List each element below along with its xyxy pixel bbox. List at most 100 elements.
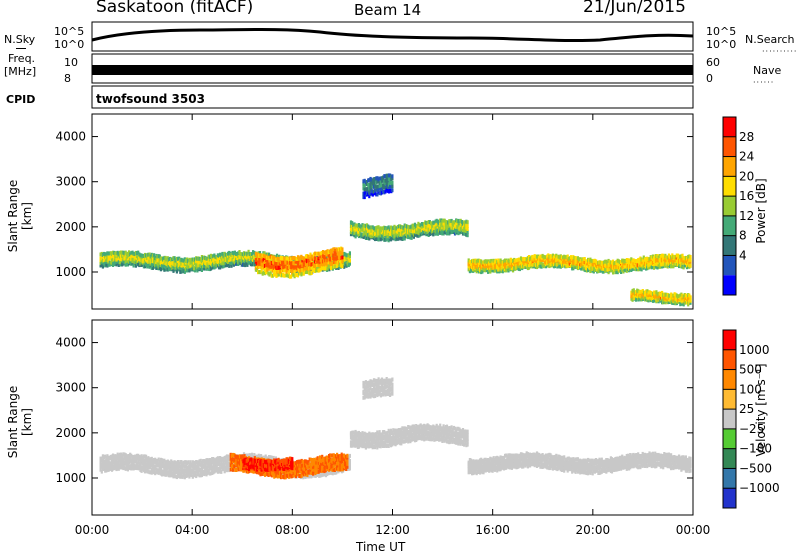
scatter-cell — [584, 259, 587, 264]
scatter-cell — [419, 223, 422, 228]
scatter-cell — [154, 460, 157, 465]
scatter-cell — [219, 252, 222, 257]
scatter-cell — [687, 293, 690, 297]
scatter-cell — [117, 466, 120, 471]
scatter-cell — [115, 463, 118, 467]
scatter-cell — [150, 265, 153, 270]
scatter-cell — [480, 267, 483, 272]
scatter-cell — [165, 469, 168, 474]
scatter-cell — [590, 266, 593, 271]
scatter-cell — [277, 269, 280, 274]
scatter-cell — [584, 261, 587, 266]
scatter-cell — [259, 261, 262, 266]
scatter-cell — [590, 261, 593, 266]
scatter-cell — [187, 259, 190, 263]
scatter-cell — [198, 263, 201, 267]
scatter-cell — [331, 453, 334, 458]
scatter-cell — [523, 257, 526, 262]
scatter-cell — [649, 262, 652, 267]
scatter-cell — [271, 263, 274, 268]
scatter-cell — [616, 258, 619, 263]
scatter-cell — [189, 471, 192, 476]
scatter-cell — [687, 261, 690, 266]
scatter-cell — [616, 270, 619, 275]
scatter-cell — [435, 221, 438, 226]
scatter-cell — [581, 260, 584, 265]
scatter-cell — [651, 254, 654, 259]
scatter-cell — [199, 458, 202, 463]
scatter-cell — [263, 251, 266, 256]
scatter-cell — [123, 452, 126, 457]
scatter-cell — [200, 255, 203, 259]
scatter-cell — [392, 230, 395, 235]
scatter-cell — [138, 464, 141, 469]
scatter-cell — [510, 258, 513, 263]
scatter-cell — [204, 256, 207, 261]
scatter-cell — [115, 262, 118, 267]
scatter-cell — [133, 459, 136, 464]
scatter-cell — [380, 187, 384, 192]
scatter-cell — [453, 223, 457, 228]
scatter-cell — [219, 462, 222, 467]
scatter-cell — [204, 261, 207, 265]
scatter-cell — [466, 233, 469, 238]
scatter-cell — [563, 262, 566, 267]
scatter-cell — [113, 253, 116, 258]
scatter-cell — [550, 262, 553, 267]
scatter-cell — [213, 464, 216, 469]
scatter-cell — [684, 296, 687, 300]
scatter-cell — [159, 462, 162, 467]
freq-tick-bottom: 8 — [64, 72, 71, 85]
scatter-cell — [490, 258, 493, 263]
scatter-cell — [646, 266, 649, 271]
scatter-cell — [279, 260, 282, 264]
scatter-cell — [498, 263, 501, 268]
scatter-cell — [313, 467, 316, 472]
scatter-cell — [321, 454, 324, 459]
scatter-cell — [209, 253, 213, 258]
scatter-cell — [312, 252, 315, 257]
scatter-cell — [624, 263, 627, 268]
scatter-cell — [125, 463, 128, 468]
scatter-cell — [99, 256, 102, 261]
scatter-cell — [325, 461, 328, 466]
scatter-cell — [150, 252, 153, 257]
scatter-cell — [286, 273, 289, 278]
scatter-cell — [615, 259, 618, 264]
scatter-cell — [230, 261, 233, 265]
scatter-cell — [123, 456, 126, 461]
scatter-cell — [636, 292, 639, 297]
scatter-cell — [215, 463, 218, 468]
scatter-cell — [341, 247, 344, 252]
scatter-cell — [660, 256, 664, 261]
scatter-cell — [583, 263, 586, 267]
scatter-cell — [126, 457, 129, 462]
scatter-cell — [441, 225, 444, 230]
scatter-cell — [235, 460, 238, 465]
scatter-cell — [138, 457, 141, 462]
scatter-cell — [174, 258, 177, 263]
scatter-cell — [154, 256, 157, 260]
scatter-cell — [316, 472, 320, 477]
scatter-cell — [301, 470, 304, 475]
scatter-cell — [279, 269, 282, 274]
scatter-cell — [583, 260, 586, 265]
scatter-cell — [145, 262, 148, 267]
station-title: Saskatoon (fitACF) — [96, 0, 254, 17]
scatter-cell — [269, 271, 272, 276]
scatter-cell — [121, 453, 124, 458]
scatter-cell — [240, 255, 243, 260]
scatter-cell — [318, 268, 321, 273]
scatter-cell — [323, 465, 326, 469]
scatter-cell — [485, 259, 488, 264]
scatter-cell — [162, 260, 165, 265]
scatter-cell — [138, 263, 141, 268]
scatter-cell — [648, 262, 651, 267]
scatter-cell — [253, 469, 256, 474]
scatter-cell — [513, 266, 516, 270]
scatter-cell — [604, 268, 607, 273]
scatter-cell — [310, 262, 313, 267]
scatter-cell — [626, 258, 629, 263]
scatter-cell — [253, 262, 256, 267]
scatter-cell — [352, 230, 355, 235]
